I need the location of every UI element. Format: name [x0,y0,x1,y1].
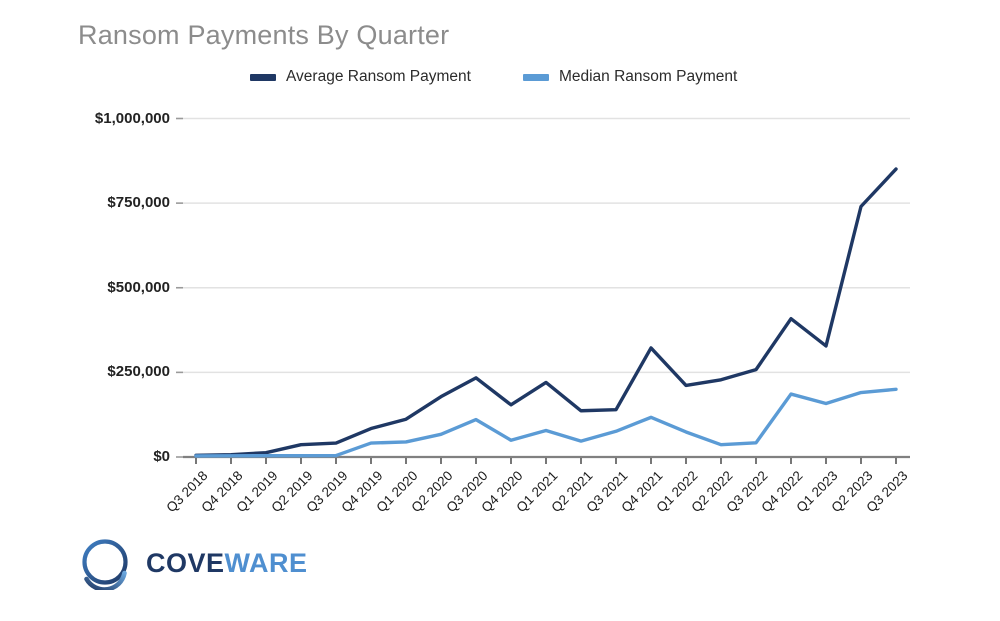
y-axis-label: $1,000,000 [94,109,170,127]
y-axis-label: $750,000 [107,194,170,212]
coveware-logo: COVEWARE [78,536,308,590]
y-axis-label: $0 [153,448,170,465]
legend-swatch-median-icon [522,73,549,81]
legend-swatch-average-icon [250,73,276,81]
page-title: Ransom Payments By Quarter [78,20,450,50]
coveware-ring-icon [82,539,128,590]
legend-item-average[interactable]: Average Ransom Payment [250,68,471,86]
y-axis-label: $500,000 [107,278,170,296]
chart-legend: Average Ransom Payment Median Ransom Pay… [250,68,737,86]
logo-text-ware: WARE [224,547,308,578]
coveware-wordmark: COVEWARE [146,547,308,578]
logo-text-cove: COVE [146,547,225,578]
series-line-median [194,387,898,458]
legend-item-median[interactable]: Median Ransom Payment [522,68,738,86]
series-line-average [194,167,898,458]
legend-label-average: Average Ransom Payment [286,68,471,85]
legend-label-median: Median Ransom Payment [558,68,738,85]
y-axis-label: $250,000 [107,363,170,381]
